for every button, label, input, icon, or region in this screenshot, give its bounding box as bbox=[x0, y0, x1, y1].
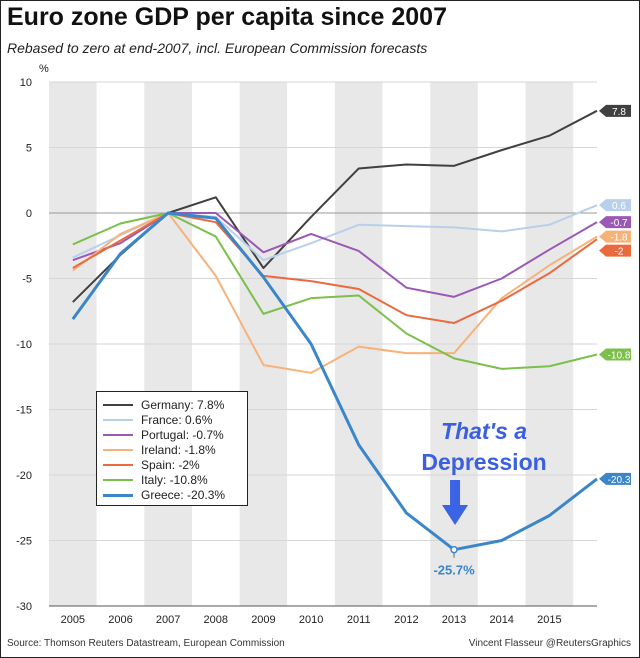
x-tick-label: 2007 bbox=[156, 614, 180, 626]
end-tag-italy bbox=[599, 348, 631, 361]
down-arrow-icon bbox=[442, 480, 469, 525]
page-title: Euro zone GDP per capita since 2007 bbox=[7, 3, 447, 31]
legend-item-greece: Greece: -20.3% bbox=[103, 488, 225, 502]
legend-swatch bbox=[103, 404, 133, 406]
legend-label: Portugal: -0.7% bbox=[141, 428, 224, 442]
legend: Germany: 7.8% France: 0.6% Portugal: -0.7%… bbox=[96, 391, 248, 506]
end-label-ireland: -1.8 bbox=[610, 233, 628, 244]
x-tick-label: 2006 bbox=[108, 614, 132, 626]
x-tick-label: 2015 bbox=[537, 614, 561, 626]
y-tick-label: -15 bbox=[16, 405, 32, 417]
series-line-italy bbox=[72, 212, 598, 370]
end-tag-greece bbox=[599, 472, 631, 485]
credit-note: Vincent Flasseur @ReutersGraphics bbox=[468, 638, 631, 649]
legend-item-france: France: 0.6% bbox=[103, 413, 212, 427]
callout-line-2: Depression bbox=[421, 449, 546, 475]
legend-item-spain: Spain: -2% bbox=[103, 458, 200, 472]
end-tag-spain bbox=[599, 244, 631, 257]
trough-marker bbox=[450, 545, 458, 554]
legend-label: Spain: -2% bbox=[141, 458, 200, 472]
x-tick-label: 2005 bbox=[61, 614, 85, 626]
legend-swatch bbox=[103, 449, 133, 451]
x-tick-label: 2013 bbox=[442, 614, 466, 626]
y-tick-label: 0 bbox=[26, 208, 32, 220]
legend-swatch bbox=[103, 419, 133, 421]
series-lines bbox=[71, 109, 598, 552]
series-end-labels: 7.8 0.6 -0.7 -1.8 -2 -10.8 -20.3 bbox=[599, 104, 631, 486]
legend-item-portugal: Portugal: -0.7% bbox=[103, 428, 224, 442]
legend-swatch bbox=[103, 493, 133, 497]
legend-swatch bbox=[103, 479, 133, 481]
x-axis-ticks: 2005 2006 2007 2008 2009 2010 2011 2012 2013 2014… bbox=[61, 614, 562, 626]
y-axis-ticks: 10 5 0 -5 -10 -15 -20 -25 -30 bbox=[16, 77, 32, 613]
series-line-greece bbox=[71, 211, 598, 552]
y-tick-label: -5 bbox=[22, 274, 32, 286]
legend-item-ireland: Ireland: -1.8% bbox=[103, 443, 216, 457]
source-note: Source: Thomson Reuters Datastream, Euro… bbox=[7, 638, 285, 649]
y-tick-label: -20 bbox=[16, 470, 32, 482]
legend-label: Ireland: -1.8% bbox=[141, 443, 216, 457]
end-tag-france bbox=[599, 199, 631, 212]
trough-label: -25.7% bbox=[433, 563, 475, 578]
end-label-spain: -2 bbox=[615, 247, 624, 258]
legend-swatch bbox=[103, 464, 133, 466]
annotations: That's a Depression -25.7% bbox=[421, 418, 546, 578]
legend-item-germany: Germany: 7.8% bbox=[103, 398, 224, 412]
y-tick-label: -30 bbox=[16, 601, 32, 613]
legend-label: Italy: -10.8% bbox=[141, 473, 208, 487]
end-label-portugal: -0.7 bbox=[610, 218, 628, 229]
legend-label: France: 0.6% bbox=[141, 413, 213, 427]
callout-line-1: That's a bbox=[441, 418, 527, 444]
page-subtitle: Rebased to zero at end-2007, incl. Europ… bbox=[7, 40, 428, 56]
x-tick-label: 2014 bbox=[489, 614, 513, 626]
end-tag-portugal bbox=[599, 216, 631, 229]
x-tick-label: 2008 bbox=[204, 614, 228, 626]
end-label-germany: 7.8 bbox=[612, 107, 626, 118]
x-tick-label: 2011 bbox=[347, 614, 371, 626]
y-tick-label: -10 bbox=[16, 339, 32, 351]
legend-label: Germany: 7.8% bbox=[141, 398, 225, 412]
legend-label: Greece: -20.3% bbox=[141, 488, 226, 502]
legend-item-italy: Italy: -10.8% bbox=[103, 473, 208, 487]
x-tick-label: 2012 bbox=[394, 614, 418, 626]
y-tick-label: 10 bbox=[20, 77, 32, 89]
end-label-france: 0.6 bbox=[612, 201, 626, 212]
end-tag-ireland bbox=[599, 230, 631, 243]
end-label-italy: -10.8 bbox=[608, 350, 631, 361]
y-tick-label: -25 bbox=[16, 536, 32, 548]
y-tick-label: 5 bbox=[26, 143, 32, 155]
legend-swatch bbox=[103, 434, 133, 436]
x-tick-label: 2010 bbox=[299, 614, 323, 626]
x-tick-label: 2009 bbox=[251, 614, 275, 626]
series-line-spain bbox=[72, 212, 598, 325]
end-tag-germany bbox=[599, 104, 631, 117]
y-axis-unit-label: % bbox=[39, 63, 49, 75]
end-label-greece: -20.3 bbox=[608, 475, 631, 486]
